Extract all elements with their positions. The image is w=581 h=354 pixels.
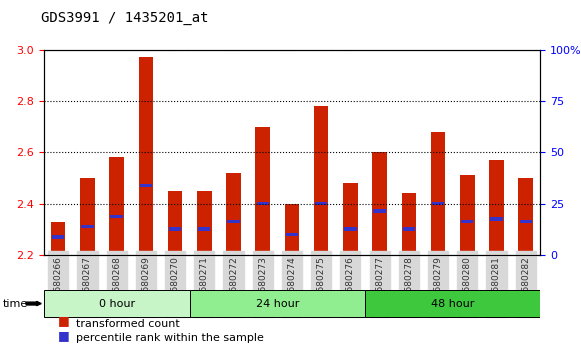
FancyBboxPatch shape [365,290,540,317]
Text: percentile rank within the sample: percentile rank within the sample [76,333,263,343]
Bar [314,106,328,255]
Bar [489,160,504,255]
Bar [110,215,123,218]
Bar [51,222,66,255]
Bar [343,183,358,255]
Bar [286,233,298,236]
Text: time: time [3,298,28,309]
Bar [197,191,211,255]
Bar [432,202,444,205]
Bar [226,173,241,255]
FancyBboxPatch shape [44,290,189,317]
Bar [81,225,94,228]
Bar [460,175,475,255]
Bar [168,191,182,255]
Bar [109,158,124,255]
Bar [344,227,357,231]
Bar [374,210,386,213]
Bar [403,227,415,231]
Bar [490,217,503,221]
Bar [169,227,181,231]
Bar [372,152,387,255]
Bar [256,127,270,255]
Text: 24 hour: 24 hour [256,298,299,309]
Bar [52,235,64,239]
Bar [138,57,153,255]
Bar [227,220,240,223]
Bar [461,220,474,223]
Text: GDS3991 / 1435201_at: GDS3991 / 1435201_at [41,11,208,25]
Text: ■: ■ [58,314,70,327]
Bar [519,220,532,223]
Bar [198,227,210,231]
Text: 0 hour: 0 hour [99,298,135,309]
Bar [401,193,416,255]
Text: ■: ■ [58,329,70,342]
FancyBboxPatch shape [189,290,365,317]
Bar [518,178,533,255]
Bar [139,184,152,187]
Bar [431,132,446,255]
Bar [80,178,95,255]
Text: 48 hour: 48 hour [431,298,474,309]
Bar [257,202,269,205]
Bar [285,204,299,255]
Bar [315,202,327,205]
Text: transformed count: transformed count [76,319,180,329]
